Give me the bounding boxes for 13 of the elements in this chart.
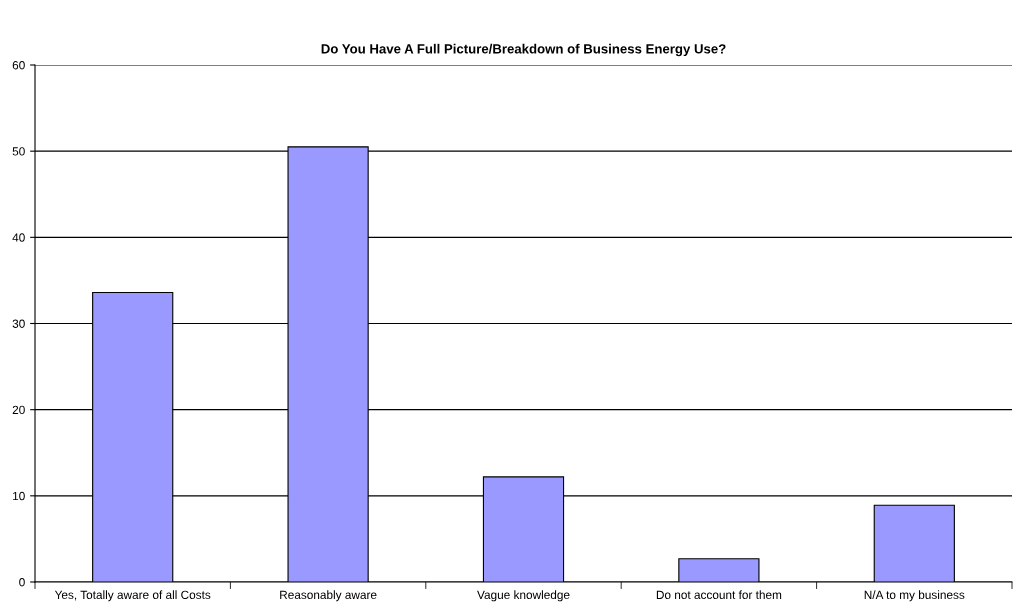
y-tick-label: 0 (19, 578, 25, 587)
y-tick-label: 10 (13, 491, 25, 501)
y-tick-label: 20 (12, 405, 25, 415)
x-tick-label: Vague knowledge (477, 590, 570, 602)
y-tick-label: 30 (12, 319, 25, 328)
x-tick-label: N/A to my business (864, 590, 965, 602)
x-tick-label: Reasonably aware (280, 590, 377, 602)
chart-title: Do You Have A Full Picture/Breakdown of Business Energy Use? (321, 43, 726, 57)
y-tick-label: 50 (12, 147, 25, 156)
x-tick-label: Do not account for them (656, 590, 782, 599)
y-tick-label: 60 (12, 61, 25, 70)
x-tick-label: Yes, Totally aware of all Costs (54, 590, 211, 602)
y-tick-label: 40 (12, 233, 25, 242)
